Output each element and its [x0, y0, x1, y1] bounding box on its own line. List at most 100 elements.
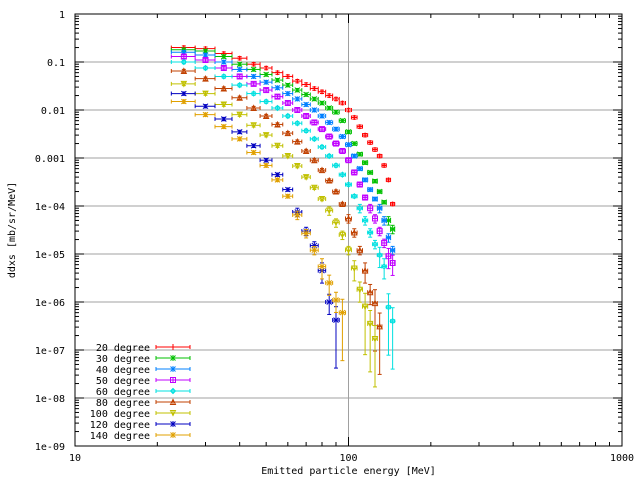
data-point: [325, 152, 334, 160]
data-point: [309, 245, 319, 256]
data-point: [317, 143, 327, 151]
data-point: [301, 112, 311, 119]
data-point: [282, 186, 294, 193]
data-point: [366, 228, 374, 238]
data-point: [361, 132, 369, 138]
legend-item: 100 degree: [90, 409, 191, 420]
data-point: [389, 245, 396, 256]
legend-item: 30 degree: [96, 354, 191, 365]
data-point: [271, 171, 284, 178]
data-point: [332, 218, 340, 228]
data-point: [309, 184, 319, 192]
legend-item: 80 degree: [96, 398, 191, 409]
data-point: [350, 153, 358, 159]
data-point: [214, 123, 233, 130]
y-tick-label: 1e-04: [35, 202, 65, 213]
legend-label: 60 degree: [96, 387, 150, 398]
data-point: [246, 122, 261, 129]
data-point: [371, 325, 379, 388]
data-point: [259, 132, 273, 139]
data-point: [214, 84, 233, 92]
data-point: [317, 100, 327, 106]
data-point: [381, 238, 388, 249]
data-point: [371, 239, 379, 250]
data-point: [301, 147, 311, 154]
legend-label: 30 degree: [96, 354, 150, 365]
data-point: [292, 210, 303, 221]
data-point: [366, 283, 374, 306]
tick-labels: 1 0.1 0.01 0.001 1e-04 1e-05 1e-06 1e-07 1e-08 1e…: [35, 10, 634, 464]
data-point: [231, 111, 248, 119]
data-point: [292, 120, 303, 127]
data-point: [372, 178, 378, 184]
data-point: [361, 262, 369, 284]
data-point: [317, 89, 327, 95]
data-point: [282, 90, 294, 97]
data-point: [282, 73, 294, 79]
data-point: [350, 114, 358, 120]
data-point: [338, 133, 346, 140]
data-point: [338, 298, 346, 362]
data-point: [332, 306, 340, 369]
data-point: [389, 307, 396, 370]
y-axis-label: ddxs [mb/sr/MeV]: [7, 182, 18, 278]
data-point: [292, 163, 303, 170]
data-point: [317, 195, 327, 203]
data-point: [344, 181, 352, 188]
data-point: [282, 129, 294, 137]
data-point: [214, 116, 233, 122]
data-point: [282, 193, 294, 200]
data-point: [376, 312, 383, 375]
legend-item: 20 degree: [96, 343, 191, 354]
data-point: [361, 216, 369, 226]
data-point: [259, 87, 273, 94]
data-point: [309, 96, 319, 102]
data-point: [344, 157, 352, 164]
data-point: [301, 91, 311, 98]
data-point: [309, 156, 319, 164]
x-tick-label: 100: [339, 453, 357, 464]
data-point: [309, 107, 319, 113]
data-point: [361, 177, 369, 183]
data-point: [292, 137, 303, 145]
data-point: [344, 245, 352, 256]
y-tick-label: 0.001: [35, 154, 65, 165]
data-point: [170, 67, 196, 74]
data-point: [372, 196, 378, 202]
data-point: [214, 59, 233, 65]
legend-item: 50 degree: [96, 376, 191, 387]
data-point: [332, 162, 340, 169]
data-point: [301, 101, 311, 108]
data-point: [385, 293, 392, 356]
data-point: [214, 73, 233, 80]
data-point: [350, 192, 358, 200]
data-point: [356, 181, 363, 188]
data-point: [332, 96, 340, 102]
data-point: [361, 292, 369, 356]
series-140-degree: [170, 98, 346, 362]
data-point: [332, 140, 340, 147]
legend-item: 140 degree: [90, 431, 191, 442]
data-point: [325, 274, 334, 296]
data-point: [301, 81, 311, 87]
data-point: [390, 201, 396, 207]
data-point: [389, 254, 396, 276]
legend-label: 100 degree: [90, 409, 150, 420]
series-60-degree: [170, 58, 396, 370]
data-point: [271, 142, 284, 150]
data-point: [376, 246, 383, 269]
data-point: [344, 141, 352, 148]
data-point: [292, 107, 303, 113]
legend-label: 50 degree: [96, 376, 150, 387]
data-point: [344, 107, 352, 113]
data-point: [170, 58, 196, 66]
data-point: [246, 104, 261, 112]
data-point: [292, 78, 303, 84]
y-tick-label: 1e-07: [35, 346, 65, 357]
data-point: [325, 105, 334, 111]
series-group: [170, 45, 396, 388]
data-point: [170, 98, 196, 105]
data-point: [271, 77, 284, 83]
